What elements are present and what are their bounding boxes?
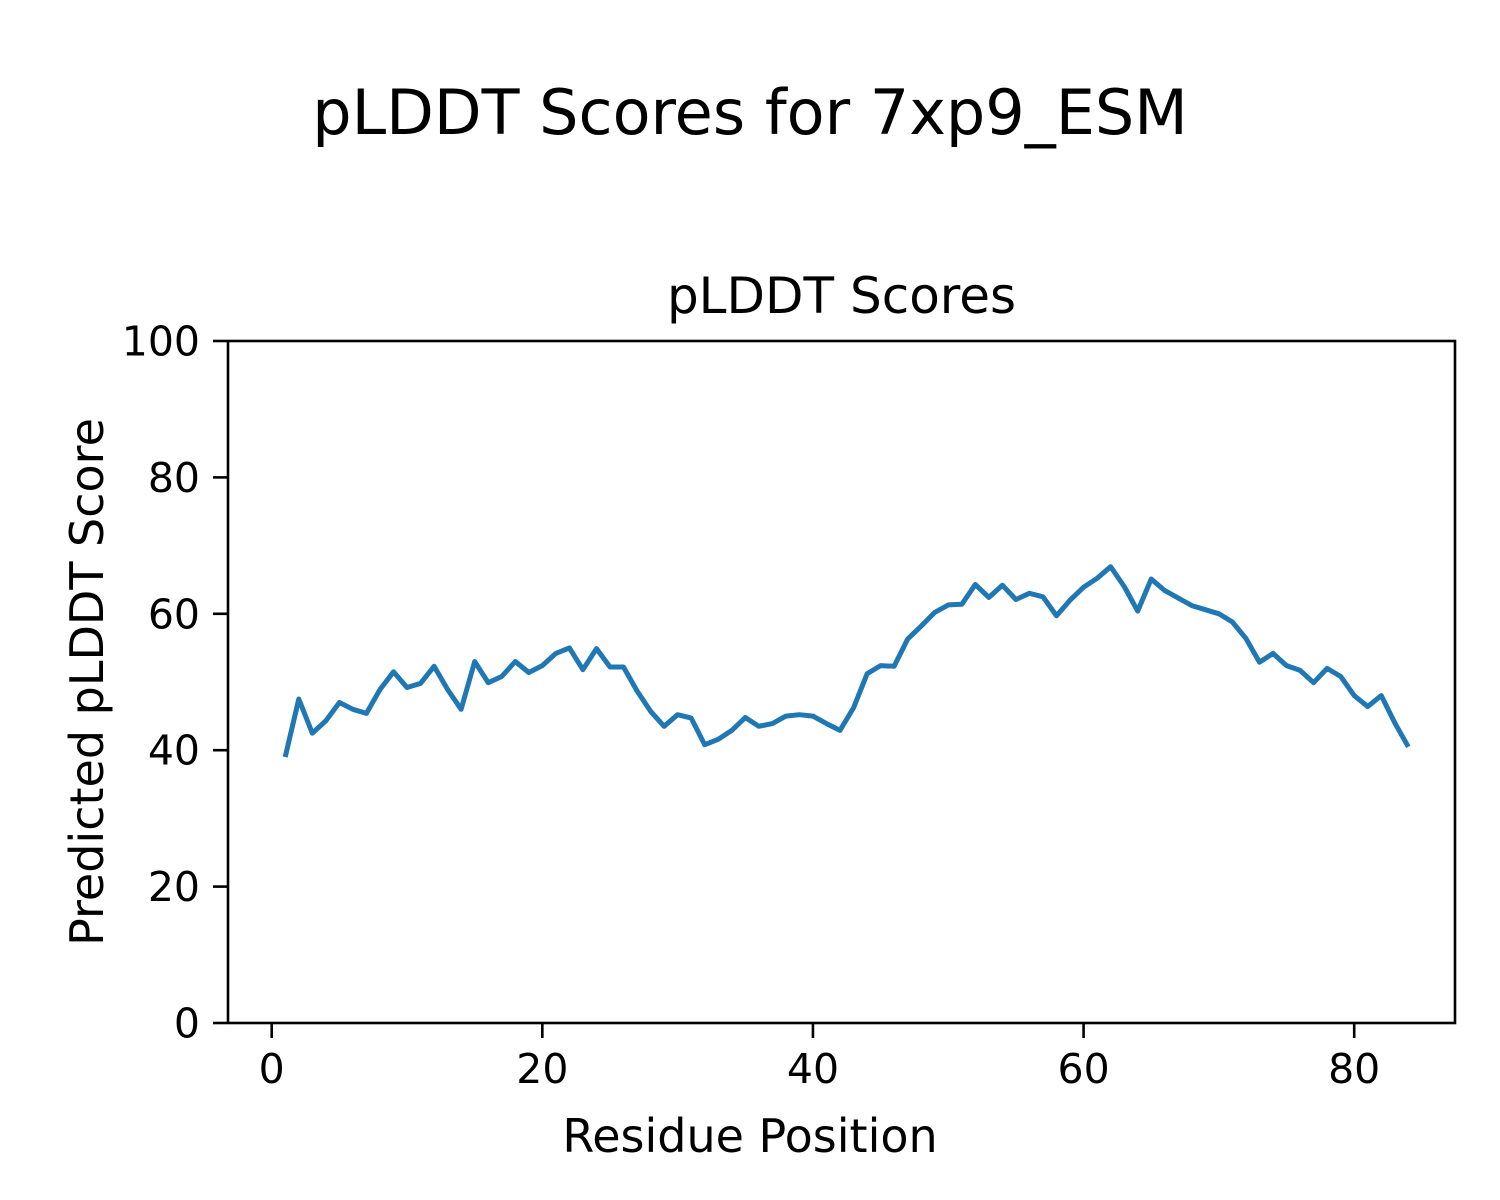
axes-title: pLDDT Scores <box>666 267 1017 325</box>
plddt-line <box>282 564 1411 758</box>
y-tick-label: 20 <box>148 863 200 911</box>
x-tick-label: 40 <box>787 1045 839 1093</box>
plot-frame <box>226 339 1457 1025</box>
x-tick-label: 20 <box>516 1045 568 1093</box>
y-tick-label: 60 <box>148 590 200 638</box>
x-tick-label: 60 <box>1057 1045 1109 1093</box>
y-tick-label: 40 <box>148 727 200 775</box>
x-tick-label: 0 <box>259 1045 285 1093</box>
y-tick-label: 0 <box>174 1000 200 1048</box>
figure-title: pLDDT Scores for 7xp9_ESM <box>312 76 1188 149</box>
x-axis-label: Residue Position <box>562 1109 938 1163</box>
y-tick-label: 100 <box>122 318 200 366</box>
y-tick-label: 80 <box>148 454 200 502</box>
x-tick-label: 80 <box>1328 1045 1380 1093</box>
